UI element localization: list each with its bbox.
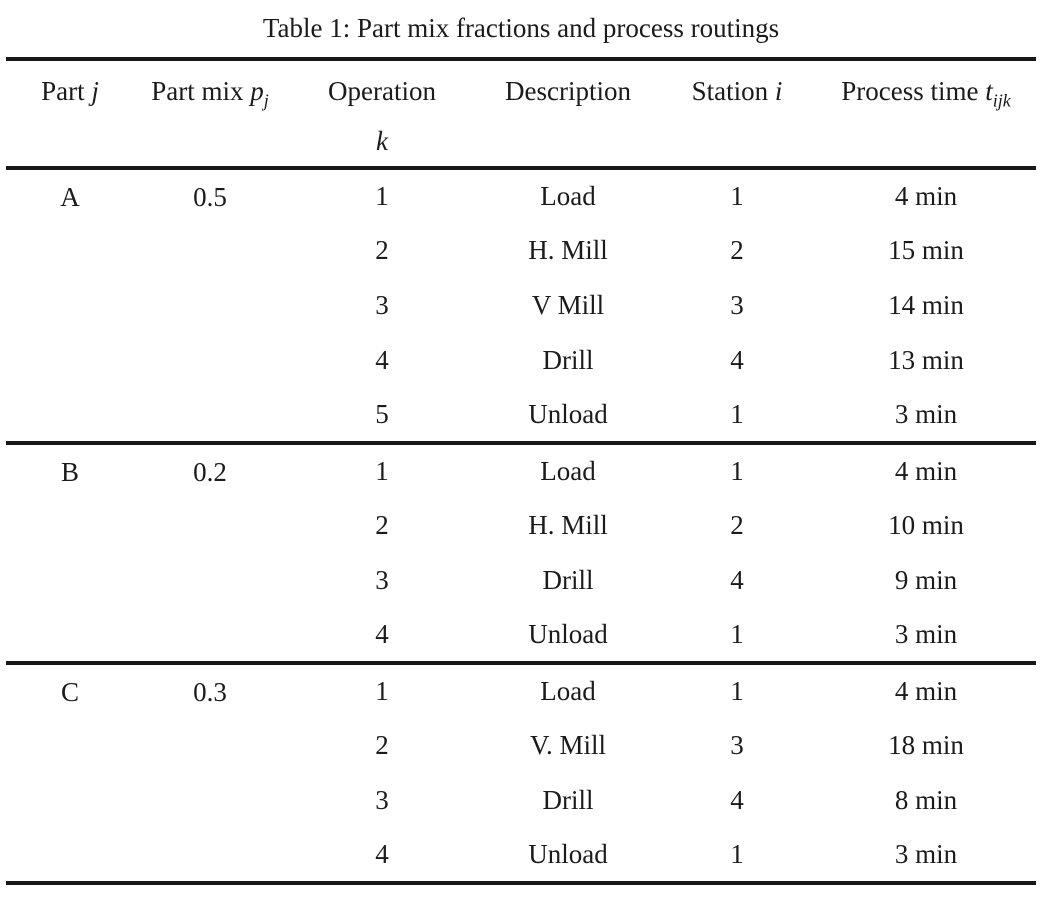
description-cell: Drill	[542, 785, 594, 815]
description-cell: V Mill	[531, 290, 605, 320]
header-variable: i	[774, 76, 783, 106]
part-section-B: B 0.2 1 Load 1 4 min 2 H. Mill 2 10 min 3 Drill 4 9 m…	[6, 443, 1036, 663]
station-cell: 1	[730, 676, 744, 706]
process-time-cell: 3 min	[894, 839, 958, 869]
station-cell: 4	[730, 345, 744, 375]
table-row: A 0.5 1 Load 1 4 min	[6, 168, 1036, 223]
station-cell: 2	[730, 510, 744, 540]
station-cell: 1	[730, 619, 744, 649]
operation-k-cell: 2	[375, 510, 389, 540]
part-section-C: C 0.3 1 Load 1 4 min 2 V. Mill 3 18 min 3 Drill 4 8 m…	[6, 663, 1036, 883]
description-cell: Unload	[528, 399, 608, 429]
table-header: Part j Part mix pj Operation k Descripti…	[6, 59, 1036, 168]
operation-k-cell: 3	[375, 290, 389, 320]
table-row: 3 Drill 4 9 min	[6, 553, 1036, 608]
header-variable-subscript: ijk	[992, 90, 1011, 111]
station-cell: 4	[730, 785, 744, 815]
operation-k-cell: 2	[375, 235, 389, 265]
header-variable: k	[376, 126, 388, 156]
header-variable: p	[250, 76, 264, 106]
col-header-part-mix: Part mix pj	[134, 59, 286, 168]
header-label: Description	[505, 76, 631, 106]
operation-k-cell: 3	[375, 785, 389, 815]
station-cell: 1	[730, 456, 744, 486]
station-cell: 2	[730, 235, 744, 265]
part-cell: C	[60, 677, 79, 707]
col-header-station: Station i	[658, 59, 816, 168]
process-time-cell: 18 min	[888, 730, 964, 760]
table-row: 3 Drill 4 8 min	[6, 773, 1036, 828]
part-mix-table: Part j Part mix pj Operation k Descripti…	[6, 57, 1036, 885]
description-cell: V. Mill	[529, 730, 607, 760]
station-cell: 3	[730, 290, 744, 320]
operation-k-cell: 5	[375, 399, 389, 429]
station-cell: 1	[730, 399, 744, 429]
operation-k-cell: 4	[375, 839, 389, 869]
description-cell: H. Mill	[528, 510, 608, 540]
part-cell: A	[60, 182, 80, 212]
description-cell: Load	[540, 676, 596, 706]
description-cell: Unload	[528, 619, 608, 649]
table-row: 2 H. Mill 2 15 min	[6, 223, 1036, 278]
operation-k-cell: 2	[375, 730, 389, 760]
station-cell: 3	[730, 730, 744, 760]
operation-k-cell: 1	[375, 676, 389, 706]
table-row: 4 Drill 4 13 min	[6, 333, 1036, 388]
col-header-process-time: Process time tijk	[816, 59, 1036, 168]
table-row: 5 Unload 1 3 min	[6, 388, 1036, 443]
table-row: 3 V Mill 3 14 min	[6, 278, 1036, 333]
description-cell: Drill	[542, 565, 594, 595]
header-row: Part j Part mix pj Operation k Descripti…	[6, 59, 1036, 168]
process-time-cell: 4 min	[894, 181, 958, 211]
table-caption: Table 1: Part mix fractions and process …	[262, 13, 780, 43]
description-cell: Unload	[528, 839, 608, 869]
description-cell: H. Mill	[528, 235, 608, 265]
part-mix-cell: 0.2	[193, 457, 227, 487]
header-label: Part mix	[151, 76, 244, 106]
part-cell: B	[60, 457, 79, 487]
station-cell: 1	[730, 839, 744, 869]
process-time-cell: 9 min	[894, 565, 958, 595]
table-row: 4 Unload 1 3 min	[6, 828, 1036, 883]
col-header-description: Description	[478, 59, 658, 168]
header-label: Operation	[328, 76, 436, 106]
col-header-part: Part j	[6, 59, 134, 168]
process-time-cell: 8 min	[894, 785, 958, 815]
operation-k-cell: 1	[375, 456, 389, 486]
operation-k-cell: 4	[375, 619, 389, 649]
description-cell: Load	[540, 456, 596, 486]
part-mix-cell: 0.5	[193, 182, 227, 212]
operation-k-cell: 3	[375, 565, 389, 595]
process-time-cell: 13 min	[888, 345, 964, 375]
header-variable: t	[985, 76, 993, 106]
process-time-cell: 10 min	[888, 510, 964, 540]
table-row: C 0.3 1 Load 1 4 min	[6, 663, 1036, 718]
part-section-A: A 0.5 1 Load 1 4 min 2 H. Mill 2 15 min 3 V Mill 3 14…	[6, 168, 1036, 443]
process-time-cell: 4 min	[894, 456, 958, 486]
process-time-cell: 4 min	[894, 676, 958, 706]
table-row: 2 H. Mill 2 10 min	[6, 498, 1036, 553]
process-time-cell: 15 min	[888, 235, 964, 265]
process-time-cell: 3 min	[894, 399, 958, 429]
station-cell: 1	[730, 181, 744, 211]
description-cell: Drill	[542, 345, 594, 375]
header-label: Part	[41, 76, 85, 106]
table-row: 2 V. Mill 3 18 min	[6, 718, 1036, 773]
header-label: Process time	[841, 76, 979, 106]
station-cell: 4	[730, 565, 744, 595]
process-time-cell: 3 min	[894, 619, 958, 649]
operation-k-cell: 1	[375, 181, 389, 211]
header-variable: j	[91, 76, 99, 106]
header-variable-subscript: j	[263, 90, 269, 111]
table-row: B 0.2 1 Load 1 4 min	[6, 443, 1036, 498]
process-time-cell: 14 min	[888, 290, 964, 320]
col-header-operation: Operation k	[286, 59, 478, 168]
description-cell: Load	[540, 181, 596, 211]
header-label: Station	[691, 76, 769, 106]
part-mix-cell: 0.3	[193, 677, 227, 707]
table-row: 4 Unload 1 3 min	[6, 608, 1036, 663]
operation-k-cell: 4	[375, 345, 389, 375]
